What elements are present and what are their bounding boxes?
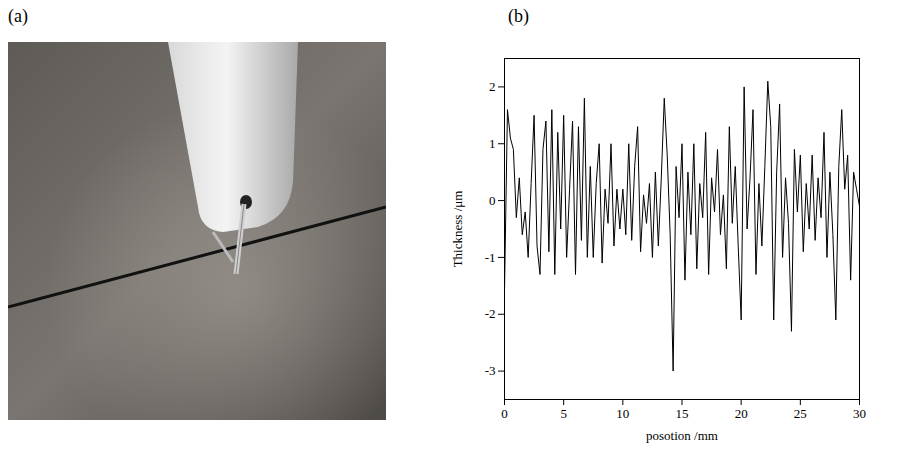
svg-text:30: 30 (853, 406, 866, 421)
svg-text:20: 20 (735, 406, 748, 421)
html-text:(a): (a) (8, 6, 28, 26)
svg-text:0: 0 (501, 406, 508, 421)
svg-text:-1: -1 (485, 250, 496, 265)
svg-text:10: 10 (616, 406, 629, 421)
svg-text:2: 2 (489, 79, 496, 94)
svg-text:-3: -3 (485, 363, 496, 378)
svg-text:1: 1 (489, 136, 496, 151)
svg-text:15: 15 (676, 406, 689, 421)
svg-text:-2: -2 (485, 306, 496, 321)
svg-text:Thickness /μm: Thickness /μm (450, 191, 465, 268)
html-text:(b): (b) (508, 6, 529, 26)
svg-text:25: 25 (794, 406, 807, 421)
svg-text:5: 5 (560, 406, 566, 421)
svg-text:0: 0 (489, 193, 496, 208)
svg-text:posotion /mm: posotion /mm (646, 428, 718, 443)
